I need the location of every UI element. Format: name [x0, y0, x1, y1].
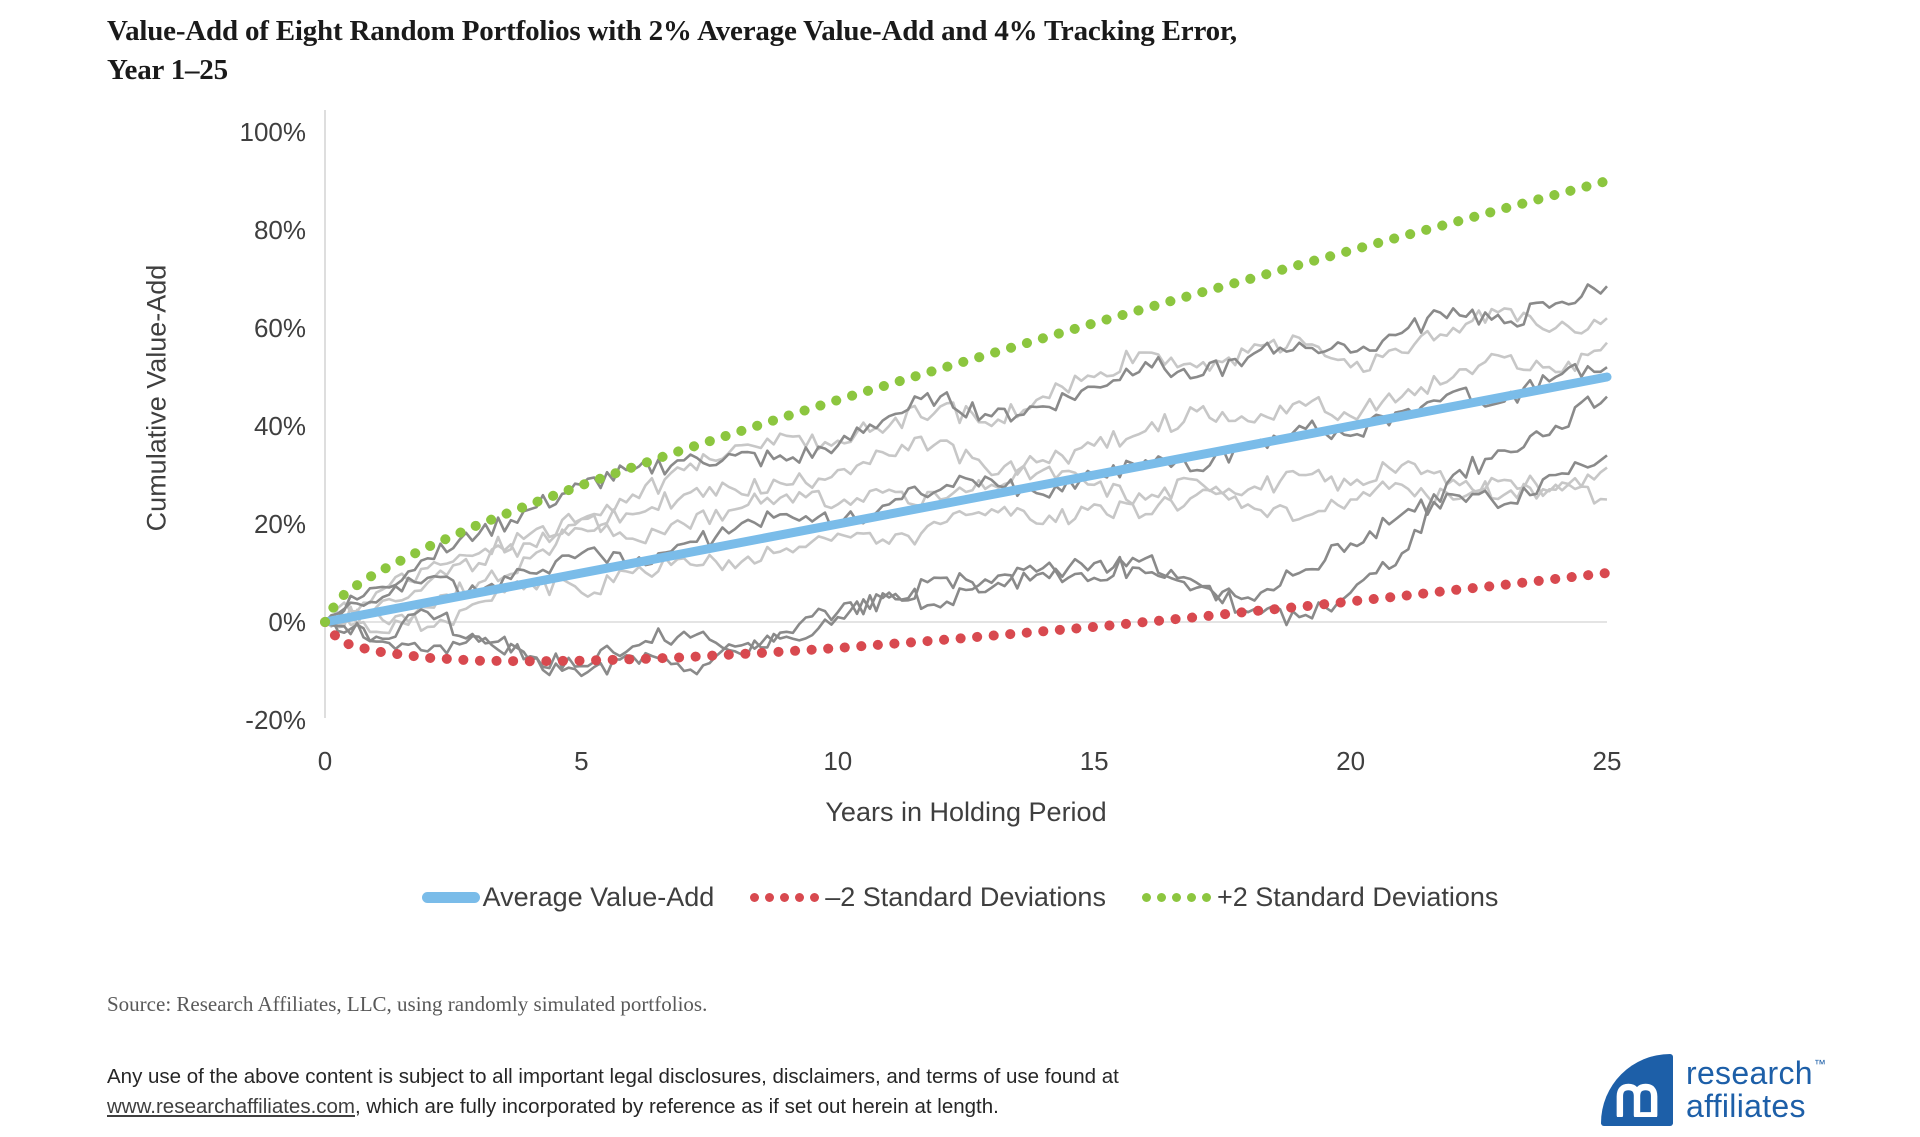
- series--2-standard-deviations: [320, 176, 1612, 627]
- dot-icon: [1141, 893, 1151, 902]
- chart-title: Value-Add of Eight Random Portfolios wit…: [107, 12, 1727, 90]
- chart-title-line2: Year 1–25: [107, 54, 228, 87]
- dot-icon: [795, 893, 805, 902]
- y-tick-label: 60%: [253, 313, 306, 343]
- legend-swatch-red-dots: [750, 893, 820, 902]
- x-tick-label: 0: [317, 746, 333, 776]
- logo-word-affiliates: affiliates: [1686, 1088, 1806, 1124]
- y-tick-label: -20%: [245, 705, 306, 735]
- logo-word-research: research: [1686, 1055, 1813, 1092]
- y-tick-label: 0%: [268, 607, 306, 637]
- legend-swatch-green-dots: [1141, 893, 1211, 902]
- legend-label: +2 Standard Deviations: [1216, 882, 1499, 912]
- ra-monogram-icon: [1616, 1083, 1658, 1117]
- legal-disclaimer: Any use of the above content is subject …: [107, 1062, 1119, 1122]
- dot-icon: [1186, 893, 1196, 902]
- researchaffiliates-link[interactable]: www.researchaffiliates.com: [107, 1095, 355, 1119]
- dot-icon: [780, 893, 790, 902]
- dot-icon: [750, 893, 760, 902]
- ra-logo-mark: [1601, 1054, 1673, 1126]
- legend-item-minus-2sd: –2 Standard Deviations: [750, 882, 1106, 913]
- y-tick-label: 100%: [239, 117, 307, 147]
- legend-item-plus-2sd: +2 Standard Deviations: [1141, 882, 1499, 913]
- dot-icon: [1201, 893, 1211, 902]
- source-note: Source: Research Affiliates, LLC, using …: [107, 992, 708, 1016]
- disclaimer-line2: , which are fully incorporated by refere…: [355, 1095, 999, 1119]
- x-tick-label: 10: [823, 746, 853, 776]
- trademark-symbol: ™: [1813, 1057, 1827, 1072]
- series-portfolio-8: [324, 460, 1608, 625]
- legend-swatch-solid-line: [421, 892, 480, 903]
- y-tick-label: 40%: [253, 411, 306, 441]
- chart-title-line1: Value-Add of Eight Random Portfolios wit…: [107, 15, 1237, 47]
- legend-item-average-value-add: Average Value-Add: [421, 882, 715, 913]
- series-portfolio-6: [324, 454, 1608, 670]
- dot-icon: [1156, 893, 1166, 902]
- x-axis-title: Years in Holding Period: [825, 797, 1107, 827]
- series-portfolio-2: [324, 307, 1608, 628]
- x-tick-label: 20: [1336, 746, 1366, 776]
- y-tick-label: 20%: [253, 509, 306, 539]
- x-tick-label: 15: [1079, 746, 1109, 776]
- x-tick-label: 25: [1592, 746, 1622, 776]
- research-affiliates-logo: research™ affiliates: [1601, 1054, 1826, 1126]
- disclaimer-line1: Any use of the above content is subject …: [107, 1065, 1119, 1088]
- series--2-standard-deviations: [320, 568, 1612, 667]
- chart-legend: Average Value-Add –2 Standard Deviations…: [285, 882, 1635, 913]
- series-average-value-add: [320, 372, 1612, 627]
- x-tick-label: 5: [574, 746, 589, 776]
- legend-label: Average Value-Add: [482, 882, 715, 912]
- legend-label: –2 Standard Deviations: [825, 882, 1106, 912]
- dot-icon: [1171, 893, 1181, 902]
- y-axis-title: Cumulative Value-Add: [141, 264, 172, 532]
- series-portfolio-3: [324, 341, 1608, 635]
- dot-icon: [810, 893, 820, 902]
- y-tick-label: 80%: [253, 215, 306, 245]
- dot-icon: [765, 893, 775, 902]
- logo-wordmark: research™ affiliates: [1686, 1057, 1826, 1122]
